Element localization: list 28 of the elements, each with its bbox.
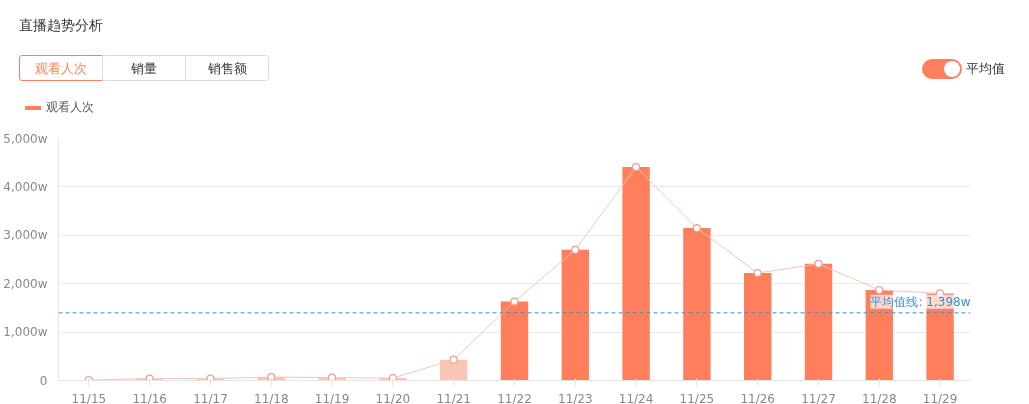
x-tick-label: 11/15 bbox=[71, 391, 107, 404]
text: 观看人次 bbox=[19, 55, 103, 81]
x-tick-label: 11/26 bbox=[740, 391, 775, 404]
x-tick-label: 11/20 bbox=[375, 391, 411, 404]
y-tick-label: 5,000w bbox=[3, 131, 48, 146]
text: 平均值 bbox=[965, 59, 1005, 78]
x-tick-label: 11/24 bbox=[618, 391, 654, 404]
y-tick-label: 3,000w bbox=[3, 228, 48, 243]
x-tick-label: 11/19 bbox=[314, 391, 350, 404]
ref-line-label: 平均值线: 1,398w bbox=[870, 294, 971, 309]
x-tick-label: 11/23 bbox=[558, 391, 593, 404]
text: 销售额 bbox=[185, 55, 269, 81]
x-tick-label: 11/16 bbox=[132, 391, 167, 404]
text: 销量 bbox=[102, 55, 186, 81]
y-tick-label: 0 bbox=[39, 373, 48, 388]
x-tick-label: 11/28 bbox=[862, 391, 897, 404]
x-tick-label: 11/29 bbox=[922, 391, 958, 404]
x-tick-label: 11/22 bbox=[497, 391, 532, 404]
y-tick-label: 1,000w bbox=[3, 325, 48, 340]
chart-title: 直播趋势分析 bbox=[19, 16, 103, 35]
y-tick-label: 4,000w bbox=[3, 179, 48, 194]
y-tick-label: 2,000w bbox=[3, 276, 48, 291]
legend-label: 观看人次 bbox=[45, 100, 94, 114]
x-tick-label: 11/17 bbox=[193, 391, 228, 404]
x-tick-label: 11/21 bbox=[436, 391, 471, 404]
x-tick-label: 11/25 bbox=[679, 391, 715, 404]
x-tick-label: 11/18 bbox=[254, 391, 289, 404]
x-tick-label: 11/27 bbox=[801, 391, 836, 404]
